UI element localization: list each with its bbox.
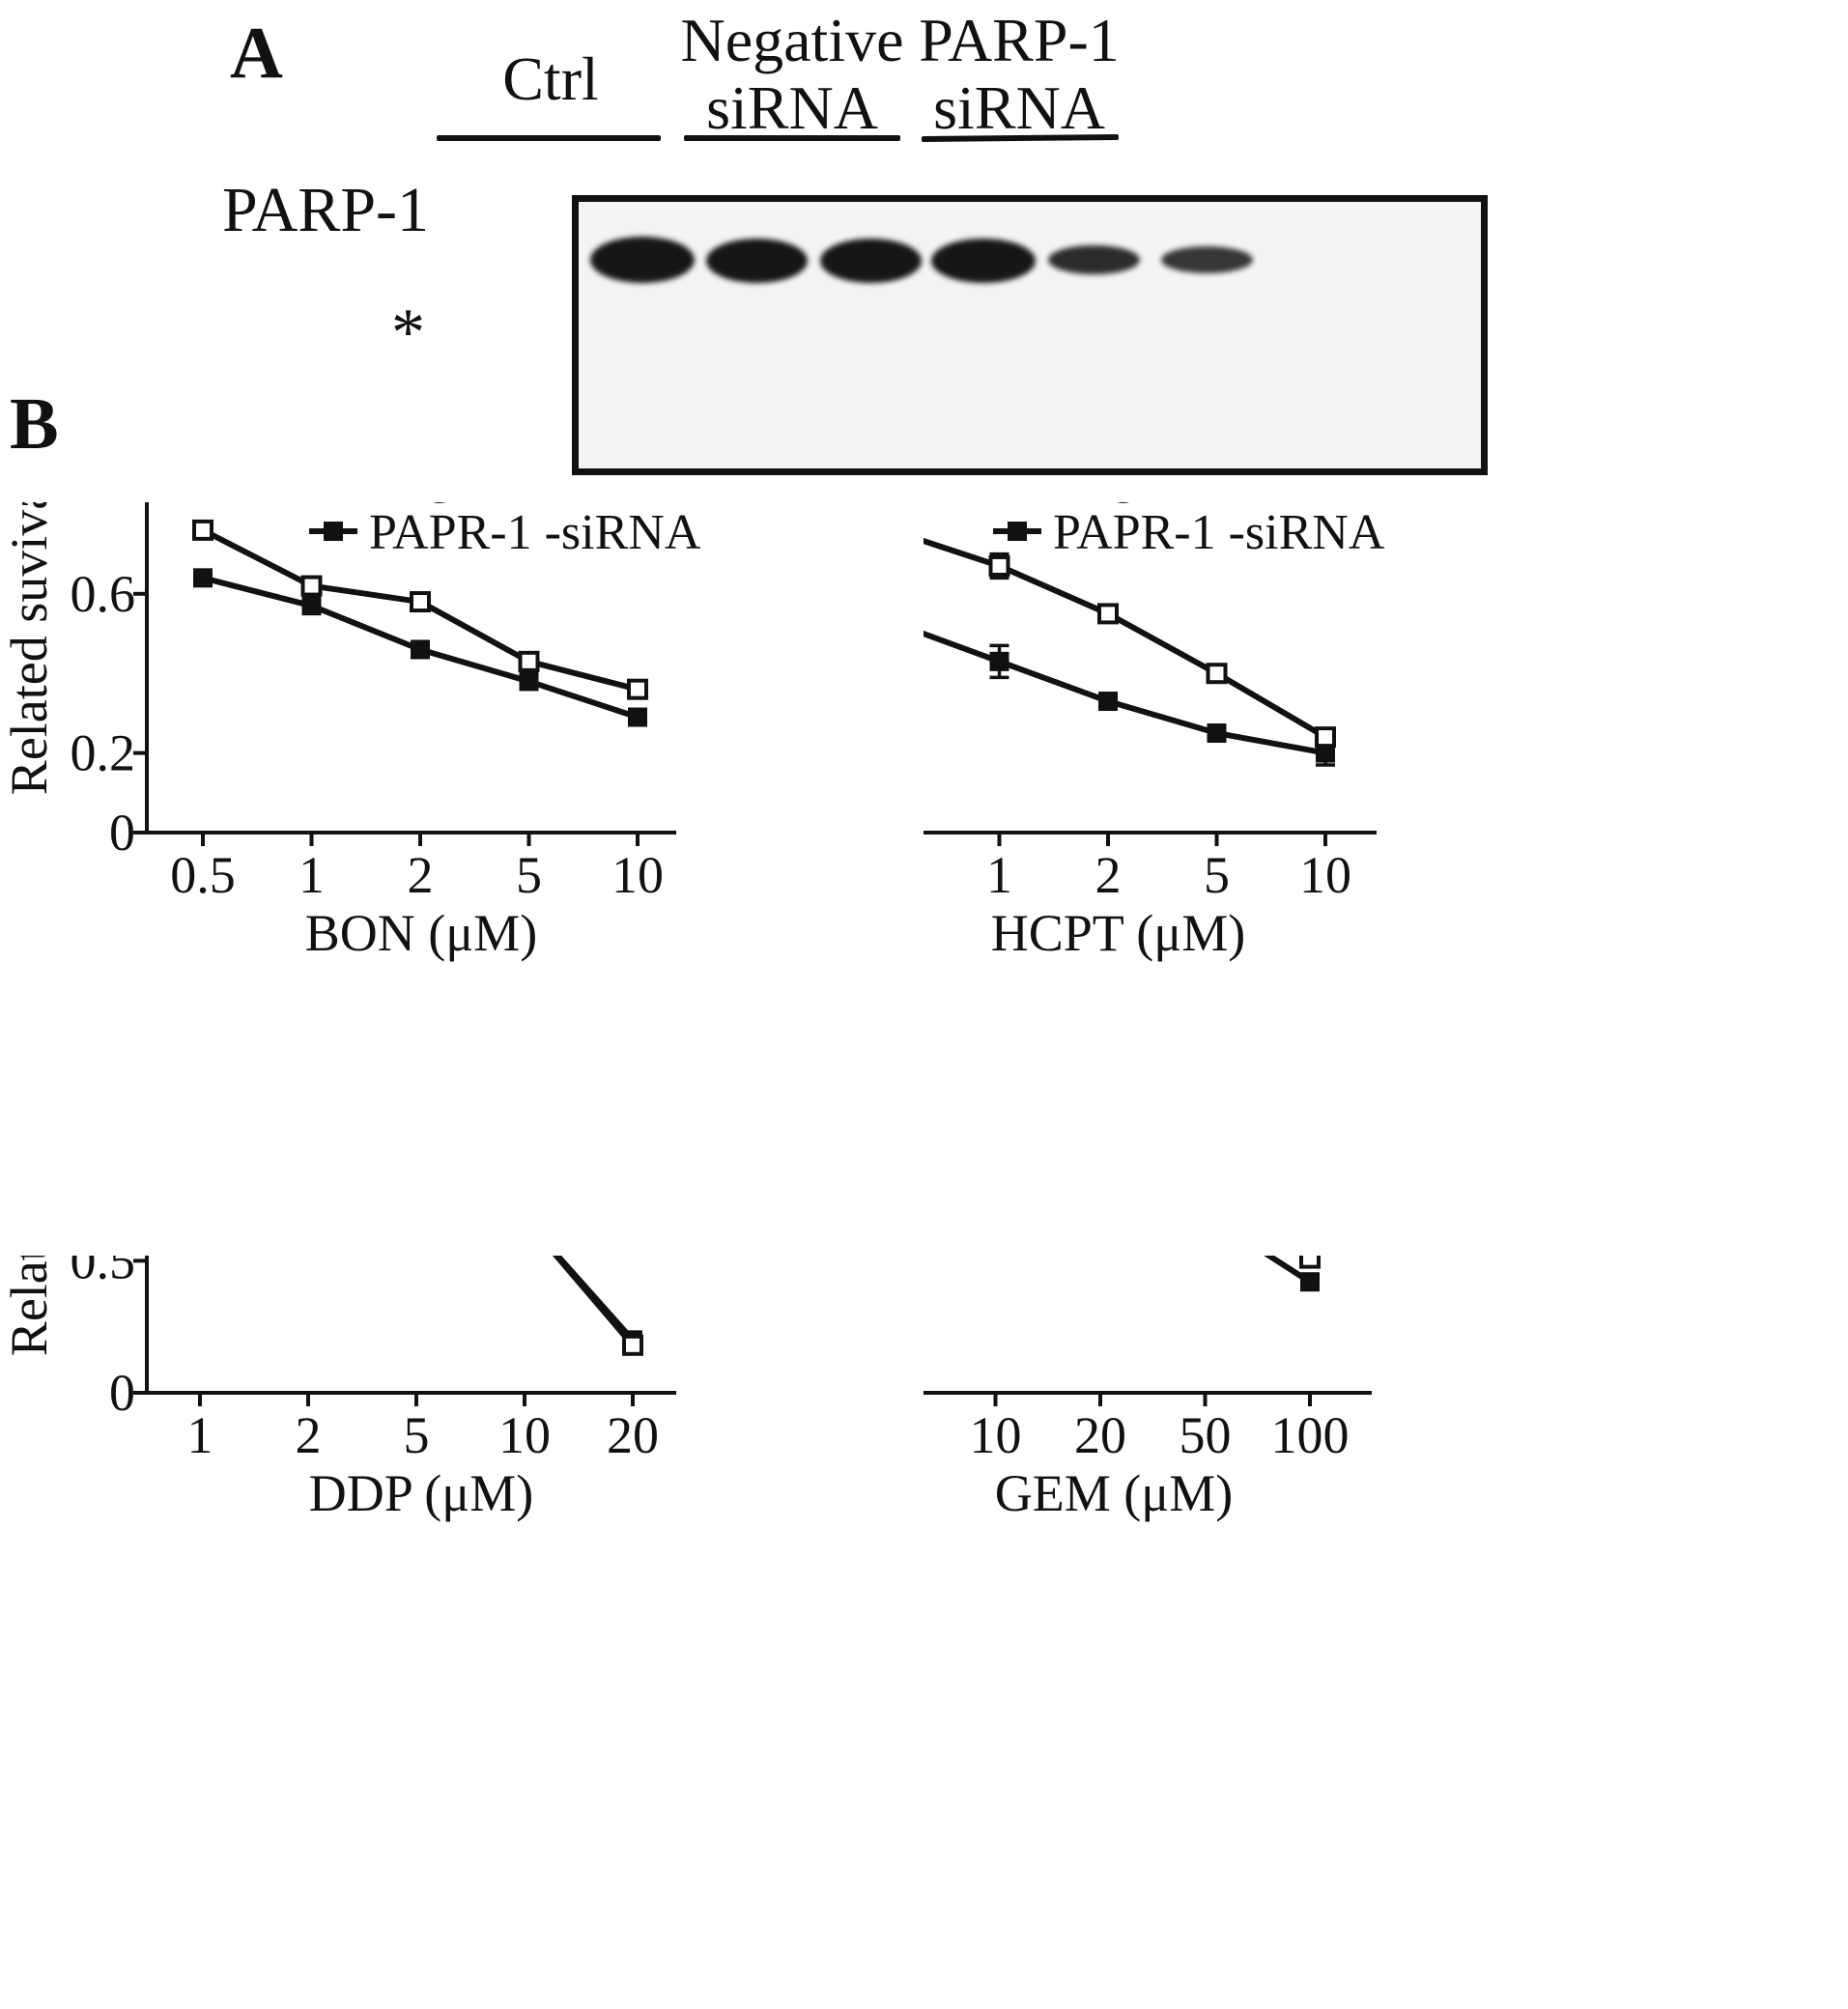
group-underline-ctrl — [437, 135, 661, 141]
y-tick-label: 0.2 — [71, 724, 136, 782]
legend-label: Negative-siRNA — [369, 502, 707, 504]
chart-hcpt: 00.20.61.00.512510HCPT (μM)Related suviv… — [924, 502, 1391, 962]
legend-label: PAPR-1 -siRNA — [1053, 505, 1385, 560]
data-point — [1098, 692, 1118, 712]
x-tick-label: 100 — [1271, 1406, 1350, 1464]
data-point — [989, 651, 1009, 671]
data-point — [193, 568, 213, 588]
series-line — [552, 1256, 636, 1347]
nonspecific-band-marker: * — [391, 296, 425, 370]
blot-band — [931, 239, 1036, 283]
data-point — [1207, 723, 1227, 743]
x-axis-title: HCPT (μM) — [991, 904, 1246, 962]
series-line — [924, 630, 1326, 756]
blot-row-label: PARP-1 — [222, 175, 430, 245]
x-axis-title: DDP (μM) — [309, 1464, 533, 1522]
y-tick-label: 0 — [109, 804, 135, 862]
legend-marker — [1008, 522, 1027, 541]
blot-band — [1161, 246, 1253, 273]
x-tick-label: 2 — [296, 1406, 322, 1464]
x-tick-label: 1 — [299, 846, 325, 904]
data-point — [988, 554, 1010, 577]
data-point — [1097, 603, 1119, 625]
data-point — [628, 707, 647, 727]
x-tick-label: 10 — [1299, 846, 1351, 904]
y-tick-label: 0 — [109, 1364, 135, 1422]
data-point — [1300, 1272, 1320, 1292]
x-tick-label: 1 — [986, 846, 1012, 904]
y-tick-label: 0.6 — [71, 565, 136, 623]
data-point — [518, 650, 540, 672]
data-point — [410, 591, 431, 613]
x-axis-title: BON (μM) — [305, 904, 537, 962]
data-point — [1315, 726, 1336, 749]
y-tick-label: 0.5 — [71, 1256, 136, 1289]
group-label-parp1-sirna: PARP-1 siRNA — [903, 10, 1135, 139]
x-tick-label: 10 — [498, 1406, 551, 1464]
x-tick-label: 5 — [516, 846, 542, 904]
blot-band — [706, 239, 808, 283]
legend-marker — [324, 522, 343, 541]
x-tick-label: 2 — [408, 846, 434, 904]
blot-band — [820, 239, 922, 283]
data-point — [1299, 1256, 1321, 1269]
data-point — [300, 575, 323, 597]
data-point — [622, 1334, 643, 1356]
legend-label: Negative-siRNA — [1053, 502, 1391, 504]
group-label-ctrl-line1: Ctrl — [502, 44, 599, 113]
x-tick-label: 0.5 — [170, 846, 236, 904]
group-label-negative-line1: Negative — [680, 6, 904, 74]
x-tick-label: 10 — [970, 1406, 1022, 1464]
group-label-parp1-line1: PARP-1 — [919, 6, 1120, 74]
x-tick-label: 2 — [1095, 846, 1122, 904]
x-tick-label: 20 — [607, 1406, 659, 1464]
group-label-negative-sirna: Negative siRNA — [667, 10, 918, 139]
western-blot — [572, 195, 1488, 475]
data-point — [1206, 663, 1228, 685]
panel-a-letter: A — [230, 13, 283, 94]
legend-label: PAPR-1 -siRNA — [369, 505, 701, 560]
group-underline-negative-sirna — [684, 135, 900, 141]
data-point — [192, 519, 213, 541]
x-tick-label: 5 — [404, 1406, 430, 1464]
series-line — [1264, 1256, 1312, 1285]
blot-band — [1048, 245, 1140, 274]
series-line — [1297, 1256, 1312, 1261]
x-tick-label: 5 — [1204, 846, 1230, 904]
x-tick-label: 1 — [187, 1406, 213, 1464]
data-point — [301, 596, 322, 616]
y-axis-title: Related suvival — [0, 1256, 58, 1356]
y-axis-title: Related suvival — [0, 502, 58, 795]
x-tick-label: 50 — [1180, 1406, 1232, 1464]
group-label-parp1-line2: siRNA — [933, 73, 1105, 142]
x-tick-label: 20 — [1074, 1406, 1126, 1464]
chart-gem: 00.20.61.05102050100GEM (μM)Related suvi… — [924, 1256, 1372, 1522]
data-point — [519, 671, 539, 692]
data-point — [411, 639, 430, 660]
blot-band — [590, 237, 695, 283]
x-tick-label: 10 — [611, 846, 664, 904]
group-label-negative-line2: siRNA — [706, 73, 878, 142]
x-axis-title: GEM (μM) — [995, 1464, 1233, 1522]
data-point — [627, 678, 648, 700]
group-label-ctrl: Ctrl — [454, 48, 647, 110]
panel-b-letter: B — [10, 383, 59, 465]
